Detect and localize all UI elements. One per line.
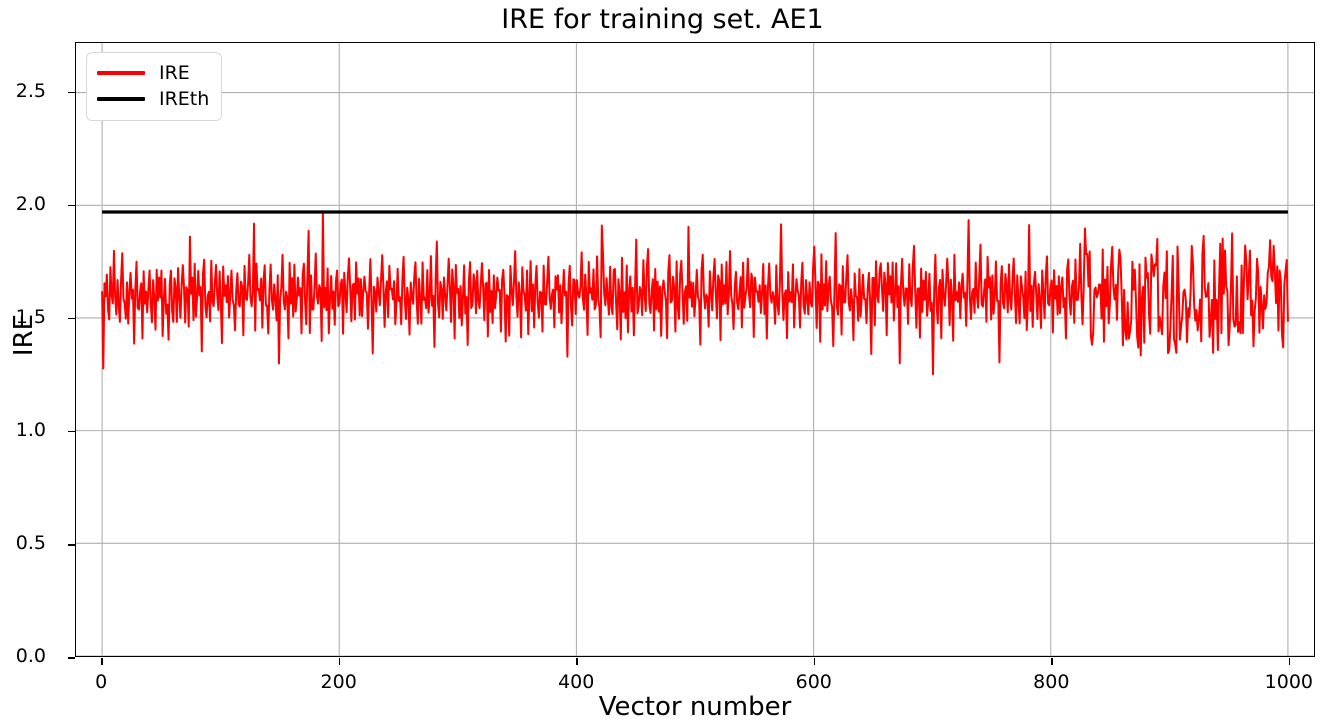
y-tick-mark bbox=[68, 657, 75, 659]
legend: IRE IREth bbox=[86, 52, 223, 121]
x-tick-label: 1000 bbox=[1264, 671, 1314, 693]
x-tick-label: 800 bbox=[1033, 671, 1070, 693]
page-title: IRE for training set. AE1 bbox=[501, 4, 824, 35]
y-tick-label: 0.0 bbox=[15, 645, 46, 667]
y-tick-mark bbox=[68, 430, 75, 433]
data-series-layer bbox=[101, 210, 1289, 376]
y-tick-label: 0.5 bbox=[15, 531, 46, 554]
x-tick-label: 600 bbox=[795, 671, 832, 693]
x-tick-mark bbox=[101, 658, 103, 665]
y-tick-mark bbox=[68, 91, 75, 94]
y-axis-label: IRE bbox=[9, 313, 39, 357]
legend-swatch-ireth bbox=[97, 97, 145, 101]
x-axis-label: Vector number bbox=[598, 692, 792, 722]
y-tick-mark bbox=[68, 543, 75, 546]
y-axis-tick-labels: 0.0 0.5 1.0 1.5 2.0 2.5 bbox=[0, 0, 75, 727]
x-tick-mark bbox=[1288, 658, 1291, 665]
x-tick-label: 0 bbox=[95, 671, 108, 693]
y-tick-mark bbox=[68, 317, 75, 320]
x-tick-label: 200 bbox=[320, 671, 357, 693]
y-tick-label: 1.0 bbox=[15, 418, 46, 441]
plot-area bbox=[75, 42, 1315, 657]
x-axis-tick-labels: 0 200 400 600 800 1000 bbox=[0, 658, 1325, 695]
series-ire bbox=[101, 211, 1289, 376]
legend-swatch-ire bbox=[97, 71, 145, 75]
legend-item-ire: IRE bbox=[97, 60, 209, 86]
legend-item-ireth: IREth bbox=[97, 86, 209, 112]
x-tick-mark bbox=[338, 658, 341, 665]
x-tick-mark bbox=[813, 658, 816, 665]
x-tick-mark bbox=[1051, 658, 1053, 665]
legend-label-ire: IRE bbox=[159, 62, 190, 84]
legend-label-ireth: IREth bbox=[159, 88, 210, 110]
y-tick-label: 2.5 bbox=[15, 79, 46, 102]
y-tick-label: 2.0 bbox=[15, 192, 46, 215]
x-tick-mark bbox=[576, 658, 578, 665]
y-tick-mark bbox=[68, 204, 75, 207]
x-tick-label: 400 bbox=[558, 671, 595, 693]
y-tick-label: 1.5 bbox=[15, 305, 46, 328]
